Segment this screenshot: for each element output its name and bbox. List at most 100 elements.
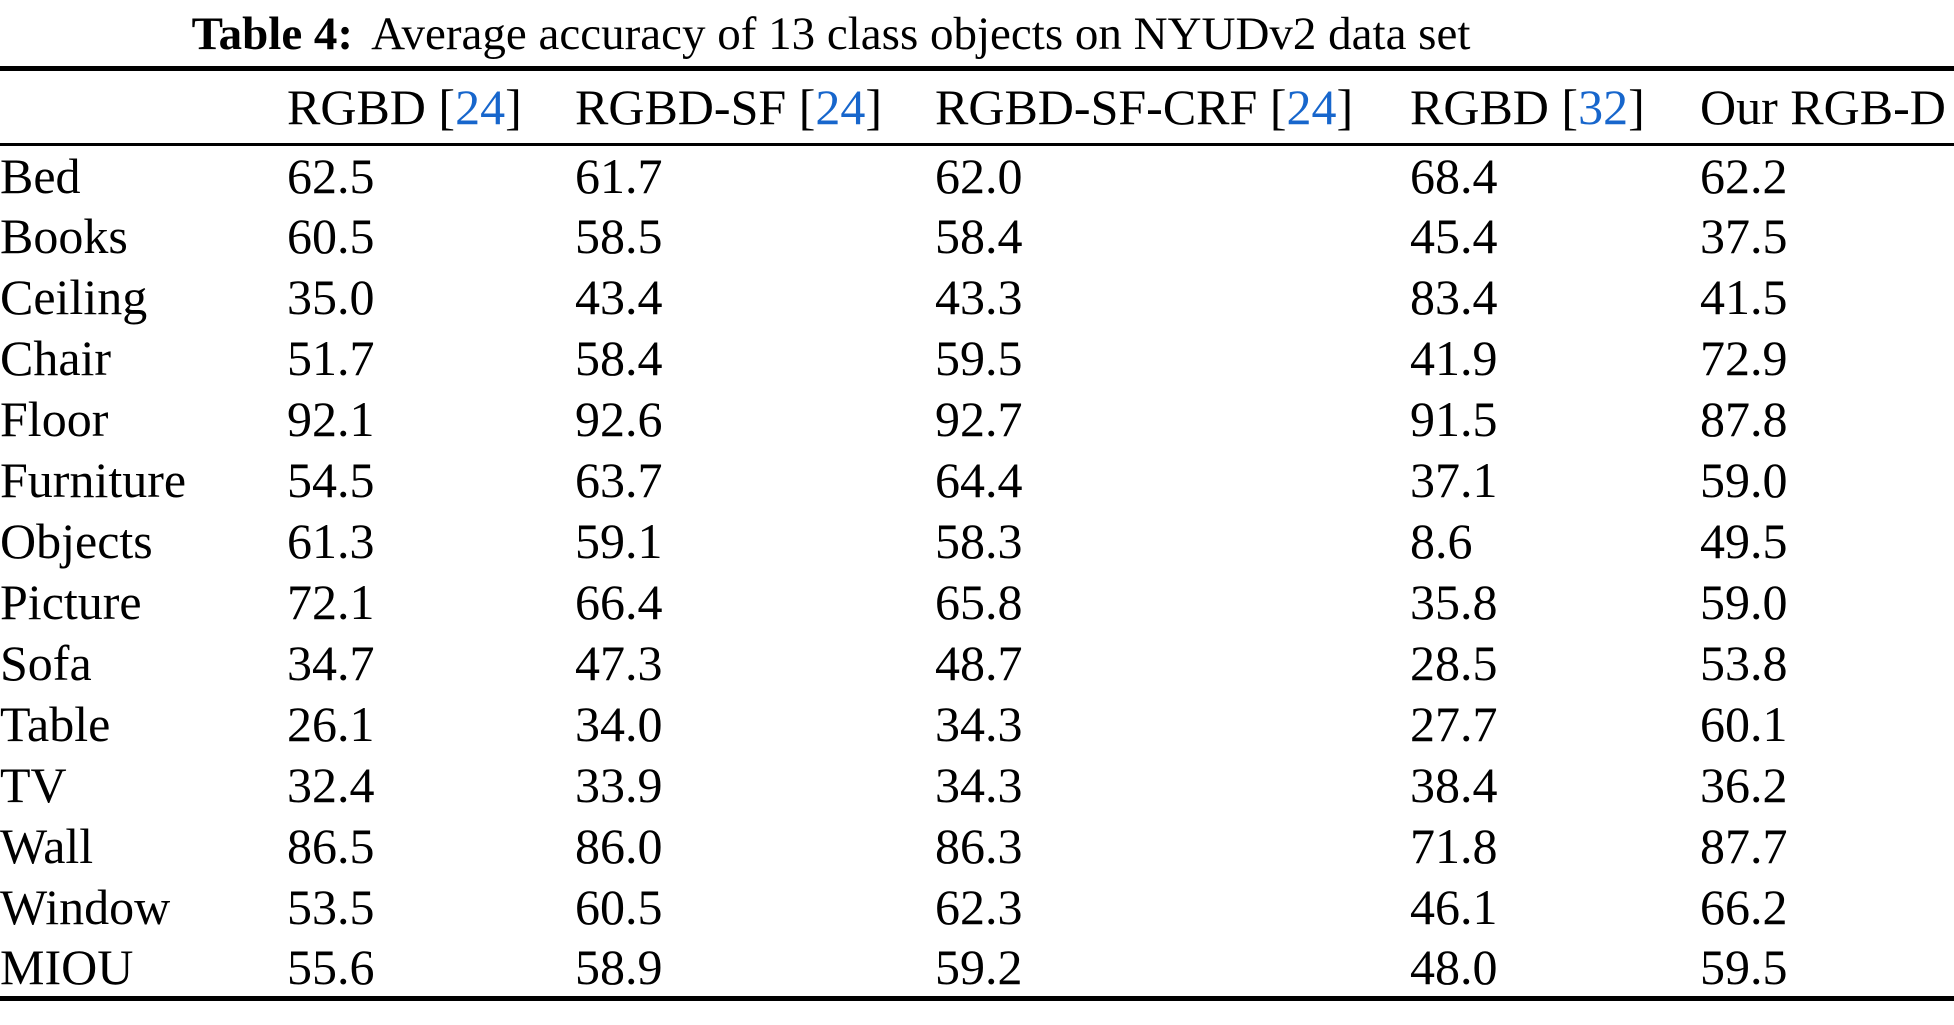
value-cell: 58.3 — [935, 513, 1023, 569]
value-cell: 87.8 — [1700, 391, 1788, 447]
value-cell: 62.3 — [935, 879, 1023, 935]
value-cell: 41.5 — [1700, 269, 1788, 325]
column-header-rgbd-sf-crf: RGBD-SF-CRF [24] — [935, 79, 1354, 135]
table-row-window: Window 53.5 60.5 62.3 46.1 66.2 — [0, 877, 1954, 938]
citation-link[interactable]: 32 — [1578, 79, 1629, 135]
value-cell: 62.2 — [1700, 147, 1788, 204]
value-cell: 34.0 — [575, 696, 663, 752]
column-header-label: RGBD-SF-CRF — [935, 79, 1258, 135]
value-cell: 32.4 — [287, 757, 375, 813]
value-cell: 27.7 — [1410, 696, 1498, 752]
value-cell: 59.0 — [1700, 574, 1788, 630]
value-cell: 91.5 — [1410, 391, 1498, 447]
value-cell: 83.4 — [1410, 269, 1498, 325]
value-cell: 61.7 — [575, 147, 663, 204]
value-cell: 66.2 — [1700, 879, 1788, 935]
table-row-floor: Floor 92.1 92.6 92.7 91.5 87.8 — [0, 389, 1954, 450]
value-cell: 62.0 — [935, 147, 1023, 204]
row-label: Books — [0, 208, 128, 264]
value-cell: 58.4 — [575, 330, 663, 386]
value-cell: 35.0 — [287, 269, 375, 325]
citation-link[interactable]: 24 — [1286, 79, 1337, 135]
row-label: Table — [0, 696, 111, 752]
value-cell: 87.7 — [1700, 818, 1788, 874]
row-label-column-header — [0, 69, 287, 145]
value-cell: 46.1 — [1410, 879, 1498, 935]
row-label: Floor — [0, 391, 109, 447]
column-header-rgbd: RGBD [32] — [1410, 79, 1645, 135]
value-cell: 92.7 — [935, 391, 1023, 447]
table-row-books: Books 60.5 58.5 58.4 45.4 37.5 — [0, 206, 1954, 267]
value-cell: 8.6 — [1410, 513, 1473, 569]
value-cell: 60.5 — [575, 879, 663, 935]
value-cell: 48.7 — [935, 635, 1023, 691]
table-row-table: Table 26.1 34.0 34.3 27.7 60.1 — [0, 694, 1954, 755]
value-cell: 59.5 — [1700, 938, 1788, 995]
value-cell: 34.7 — [287, 635, 375, 691]
value-cell: 59.0 — [1700, 452, 1788, 508]
value-cell: 86.3 — [935, 818, 1023, 874]
table-row-objects: Objects 61.3 59.1 58.3 8.6 49.5 — [0, 511, 1954, 572]
value-cell: 58.9 — [575, 938, 663, 995]
value-cell: 66.4 — [575, 574, 663, 630]
value-cell: 37.5 — [1700, 208, 1788, 264]
row-label: MIOU — [0, 938, 134, 995]
table-row-chair: Chair 51.7 58.4 59.5 41.9 72.9 — [0, 328, 1954, 389]
value-cell: 43.4 — [575, 269, 663, 325]
value-cell: 53.5 — [287, 879, 375, 935]
value-cell: 34.3 — [935, 696, 1023, 752]
value-cell: 71.8 — [1410, 818, 1498, 874]
value-cell: 51.7 — [287, 330, 375, 386]
value-cell: 47.3 — [575, 635, 663, 691]
row-label: Sofa — [0, 635, 92, 691]
value-cell: 60.5 — [287, 208, 375, 264]
value-cell: 36.2 — [1700, 757, 1788, 813]
row-label: Furniture — [0, 452, 187, 508]
value-cell: 41.9 — [1410, 330, 1498, 386]
value-cell: 60.1 — [1700, 696, 1788, 752]
row-label: TV — [0, 757, 67, 813]
row-label: Picture — [0, 574, 142, 630]
value-cell: 54.5 — [287, 452, 375, 508]
table-caption: Table 4: Average accuracy of 13 class obj… — [0, 0, 1954, 66]
value-cell: 59.1 — [575, 513, 663, 569]
row-label: Ceiling — [0, 269, 148, 325]
column-header-rgbd: RGBD [24] — [287, 79, 522, 135]
value-cell: 26.1 — [287, 696, 375, 752]
citation-link[interactable]: 24 — [815, 79, 866, 135]
row-label: Bed — [0, 147, 81, 204]
table-row-tv: TV 32.4 33.9 34.3 38.4 36.2 — [0, 755, 1954, 816]
value-cell: 86.5 — [287, 818, 375, 874]
value-cell: 58.4 — [935, 208, 1023, 264]
value-cell: 49.5 — [1700, 513, 1788, 569]
value-cell: 38.4 — [1410, 757, 1498, 813]
table-row-furniture: Furniture 54.5 63.7 64.4 37.1 59.0 — [0, 450, 1954, 511]
column-header-label: RGBD-SF — [575, 79, 787, 135]
table-row-bed: Bed 62.5 61.7 62.0 68.4 62.2 — [0, 145, 1954, 206]
table-body: Bed 62.5 61.7 62.0 68.4 62.2 Books 60.5 58.5 58.4… — [0, 145, 1954, 999]
value-cell: 92.6 — [575, 391, 663, 447]
value-cell: 64.4 — [935, 452, 1023, 508]
table-row-sofa: Sofa 34.7 47.3 48.7 28.5 53.8 — [0, 633, 1954, 694]
value-cell: 59.2 — [935, 938, 1023, 995]
value-cell: 72.1 — [287, 574, 375, 630]
table-caption-text: Average accuracy of 13 class objects on … — [371, 8, 1471, 60]
value-cell: 68.4 — [1410, 147, 1498, 204]
row-label: Objects — [0, 513, 153, 569]
row-label: Chair — [0, 330, 112, 386]
table-row-picture: Picture 72.1 66.4 65.8 35.8 59.0 — [0, 572, 1954, 633]
value-cell: 63.7 — [575, 452, 663, 508]
column-header-our-rgb-d: Our RGB-D — [1700, 69, 1954, 145]
value-cell: 62.5 — [287, 147, 375, 204]
table-row-miou: MIOU 55.6 58.9 59.2 48.0 59.5 — [0, 938, 1954, 999]
value-cell: 55.6 — [287, 938, 375, 995]
value-cell: 59.5 — [935, 330, 1023, 386]
header-row: RGBD [24] RGBD-SF [24] RGBD-SF-CRF [24] RGB… — [0, 69, 1954, 145]
column-header-label: Our RGB-D — [1700, 79, 1946, 135]
column-header-label: RGBD — [1410, 79, 1549, 135]
citation-link[interactable]: 24 — [455, 79, 506, 135]
value-cell: 35.8 — [1410, 574, 1498, 630]
value-cell: 86.0 — [575, 818, 663, 874]
value-cell: 45.4 — [1410, 208, 1498, 264]
